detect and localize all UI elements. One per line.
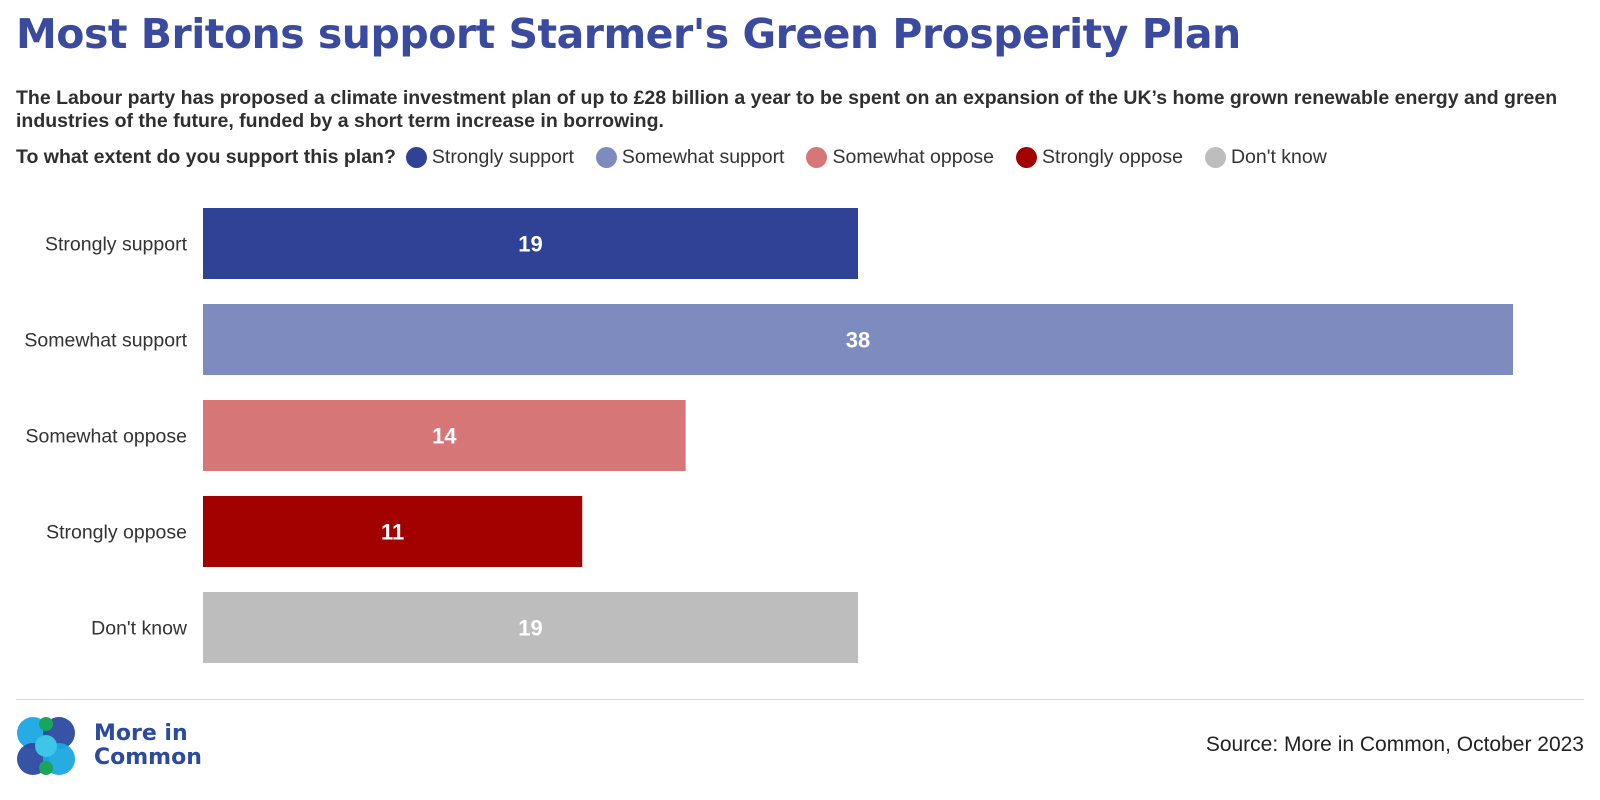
data-label-somewhat-support: 38 <box>846 328 870 353</box>
legend-label: Strongly oppose <box>1042 146 1183 168</box>
data-label-somewhat-oppose: 14 <box>432 424 457 449</box>
logo-text: More in Common <box>94 722 202 770</box>
legend: To what extent do you support this plan?… <box>16 146 1349 169</box>
category-label-somewhat-oppose: Somewhat oppose <box>25 426 187 448</box>
legend-label: Don't know <box>1230 146 1327 168</box>
bar-somewhat-support <box>203 304 1513 375</box>
legend-label: Strongly support <box>431 146 574 168</box>
chart-subtitle: The Labour party has proposed a climate … <box>16 87 1558 132</box>
legend-item-strongly-oppose: Strongly oppose <box>1016 146 1183 169</box>
legend-dot-somewhat-support <box>595 147 617 168</box>
more-in-common-logo: More in Common <box>16 716 202 776</box>
category-label-somewhat-support: Somewhat support <box>24 330 187 352</box>
legend-label: Somewhat oppose <box>832 146 995 168</box>
legend-item-somewhat-support: Somewhat support <box>595 146 785 169</box>
legend-dot-strongly-support <box>405 147 427 168</box>
legend-item-dont-know: Don't know <box>1204 146 1327 169</box>
logo-line-2: Common <box>94 745 202 770</box>
bar-strongly-oppose <box>203 496 583 567</box>
legend-dot-somewhat-oppose <box>806 147 828 168</box>
legend-question: To what extent do you support this plan? <box>16 146 396 168</box>
legend-item-strongly-support: Strongly support <box>405 146 574 169</box>
category-label-strongly-oppose: Strongly oppose <box>46 522 187 544</box>
bar-somewhat-oppose <box>203 400 686 471</box>
legend-label: Somewhat support <box>621 146 785 168</box>
legend-dot-dont-know <box>1204 147 1226 168</box>
footer-divider <box>16 699 1584 700</box>
bar-chart: Strongly support 19 Somewhat support 38 Some… <box>24 208 1513 663</box>
source-note: Source: More in Common, October 2023 <box>1205 733 1584 756</box>
bar-don-t-know <box>203 592 858 663</box>
legend-item-somewhat-oppose: Somewhat oppose <box>806 146 994 169</box>
data-label-strongly-support: 19 <box>518 232 542 257</box>
data-label-strongly-oppose: 11 <box>381 520 404 545</box>
legend-dot-strongly-oppose <box>1016 147 1038 168</box>
category-label-strongly-support: Strongly support <box>45 234 188 256</box>
category-label-don-t-know: Don't know <box>91 618 188 640</box>
bar-strongly-support <box>203 208 858 279</box>
logo-line-1: More in <box>94 721 188 746</box>
chart-title: Most Britons support Starmer's Green Pro… <box>16 10 1241 58</box>
data-label-don-t-know: 19 <box>518 616 542 641</box>
logo-mark-icon <box>17 717 75 775</box>
